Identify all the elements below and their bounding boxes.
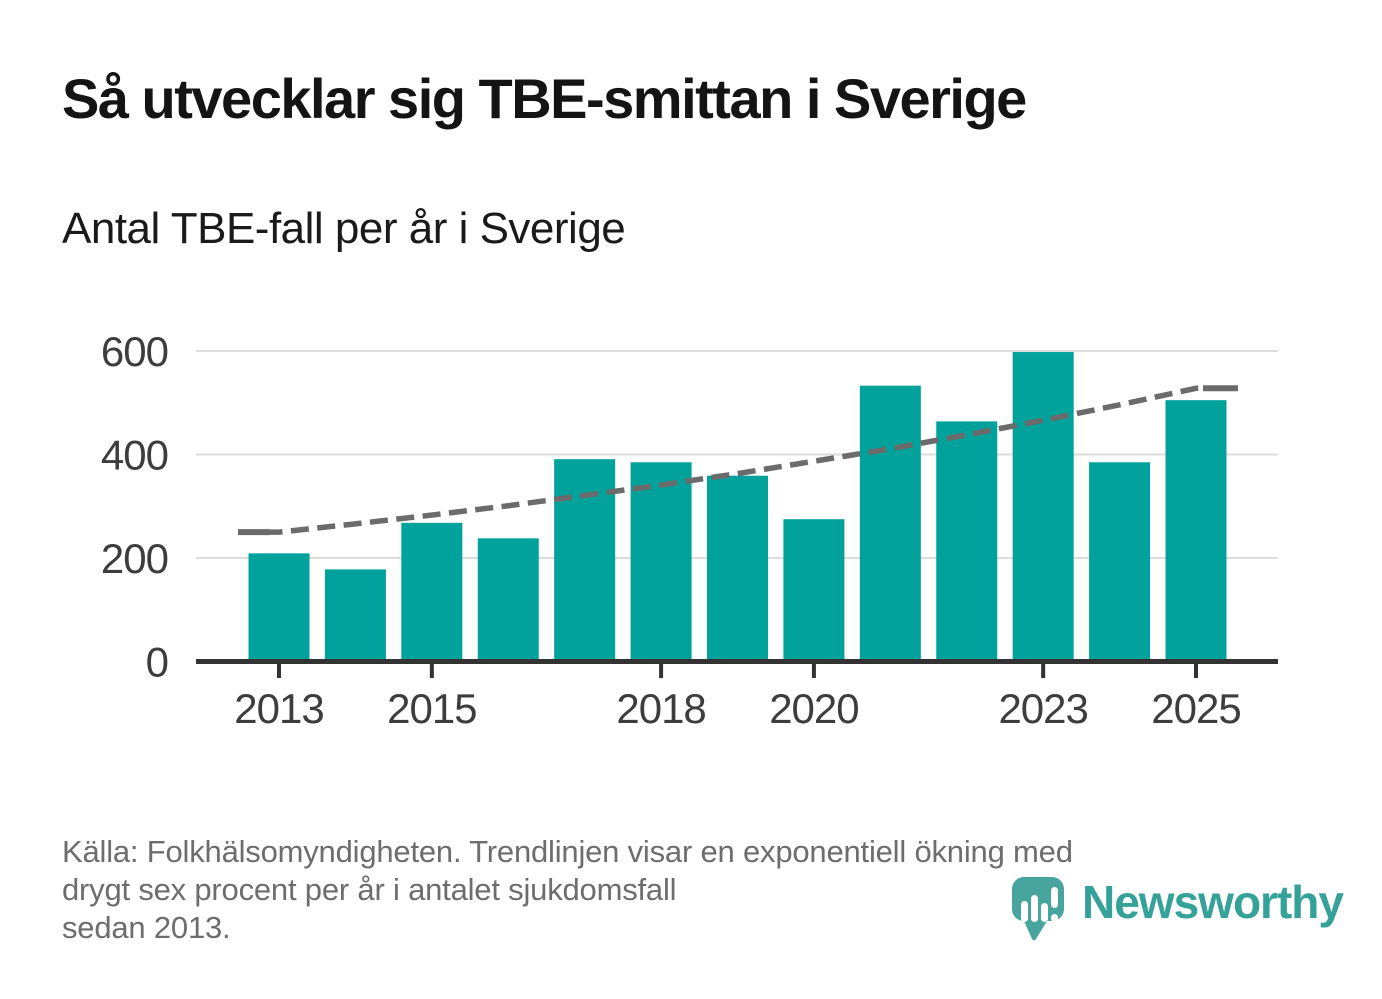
bar-2015 [401,522,463,662]
newsworthy-logo-text: Newsworthy [1082,876,1344,928]
newsworthy-logo: Newsworthy [1012,876,1344,943]
bar-2014 [324,569,386,662]
x-tick-label: 2023 [998,685,1087,732]
y-tick-label: 400 [101,432,168,479]
bar-2020 [783,519,845,662]
tbe-bar-chart: 0 200 400 600 2013 2015 2018 2020 2023 2025 [101,328,1278,732]
bar-2021 [859,385,921,662]
bar-2025 [1165,400,1227,662]
x-tick-label: 2018 [616,685,705,732]
trend-line [238,385,1238,535]
bar-2022 [936,421,998,662]
x-tick-label: 2025 [1151,685,1240,732]
x-tick-label: 2020 [769,685,858,732]
bar-2013 [248,553,310,662]
y-tick-label: 0 [146,639,168,686]
source-note: Källa: Folkhälsomyndigheten. Trendlinjen… [62,833,1073,947]
bar-2019 [707,475,768,662]
y-tick-label: 200 [101,535,168,582]
bar-2024 [1089,462,1151,662]
newsworthy-speech-bubble-chart-icon [1012,877,1064,941]
page-title: Så utvecklar sig TBE-smittan i Sverige [62,67,1027,130]
source-note-line: drygt sex procent per år i antalet sjukd… [62,872,677,907]
chart-subtitle: Antal TBE-fall per år i Sverige [62,204,626,253]
x-tick-label: 2015 [387,685,476,732]
source-note-line: sedan 2013. [62,910,231,945]
bar-2016 [477,538,539,662]
source-note-line: Källa: Folkhälsomyndigheten. Trendlinjen… [62,834,1073,869]
bar-2023 [1012,352,1074,662]
x-tick-label: 2013 [234,685,323,732]
bar-2018 [630,462,692,662]
y-tick-label: 600 [101,328,168,375]
bar-2017 [554,459,616,662]
